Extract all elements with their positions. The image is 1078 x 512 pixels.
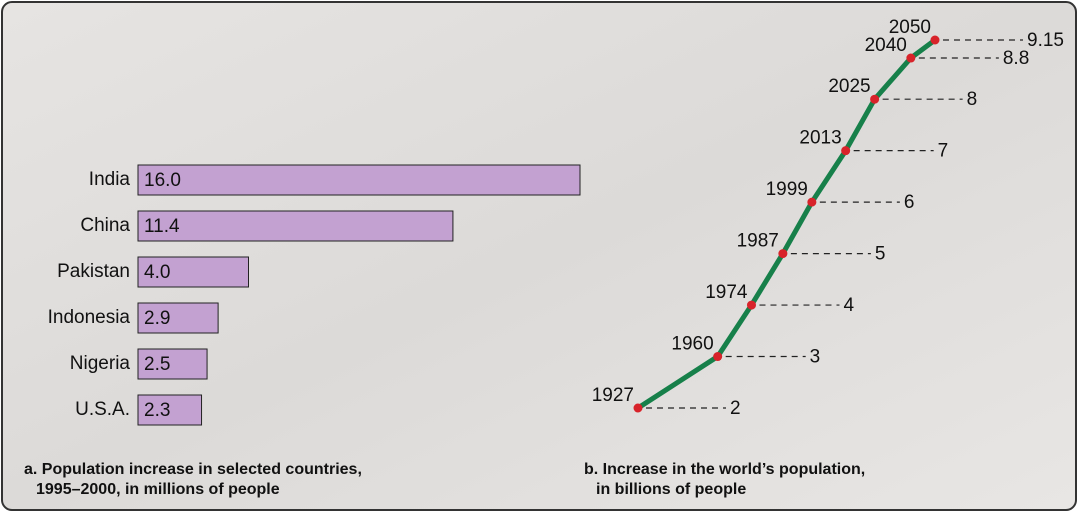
value-label: 11.4 <box>144 216 180 237</box>
category-label: Pakistan <box>57 261 130 282</box>
value-label: 6 <box>904 192 915 213</box>
bar <box>137 302 219 334</box>
value-label: 3 <box>810 347 821 368</box>
year-label: 1974 <box>705 282 748 303</box>
point <box>841 146 851 156</box>
value-label: 2 <box>730 398 741 419</box>
value-label: 8 <box>967 89 978 110</box>
caption: 1995–2000, in millions of people <box>36 481 280 498</box>
value-label: 2.3 <box>144 400 170 421</box>
value-label: 16.0 <box>144 170 181 191</box>
value-label: 9.15 <box>1027 30 1064 51</box>
value-label: 4.0 <box>144 262 170 283</box>
point <box>870 94 880 104</box>
year-label: 2040 <box>865 35 907 56</box>
point <box>778 249 788 259</box>
value-label: 4 <box>843 295 854 316</box>
value-label: 2.9 <box>144 308 170 329</box>
caption: in billions of people <box>596 481 746 498</box>
value-label: 7 <box>938 141 949 162</box>
point <box>906 53 916 63</box>
bar <box>137 394 203 426</box>
point <box>746 300 756 310</box>
year-label: 2025 <box>828 76 870 97</box>
value-label: 5 <box>875 244 886 265</box>
value-label: 2.5 <box>144 354 170 375</box>
bar <box>137 256 249 288</box>
caption: a. Population increase in selected count… <box>24 461 362 478</box>
bar <box>137 164 581 196</box>
year-label: 2050 <box>889 17 931 38</box>
point <box>713 352 723 362</box>
point <box>807 197 817 207</box>
year-label: 1987 <box>737 231 779 252</box>
category-label: Nigeria <box>70 353 131 374</box>
category-label: China <box>80 215 130 236</box>
category-label: U.S.A. <box>75 399 130 420</box>
year-label: 1927 <box>592 385 634 406</box>
year-label: 1999 <box>766 179 808 200</box>
bar <box>137 348 208 380</box>
caption: b. Increase in the world’s population, <box>584 461 865 478</box>
bar <box>137 210 454 242</box>
year-label: 1960 <box>671 334 713 355</box>
point <box>930 35 940 45</box>
point <box>633 403 643 413</box>
category-label: Indonesia <box>48 307 131 328</box>
category-label: India <box>89 169 131 190</box>
year-label: 2013 <box>799 128 841 149</box>
value-label: 8.8 <box>1003 48 1029 69</box>
